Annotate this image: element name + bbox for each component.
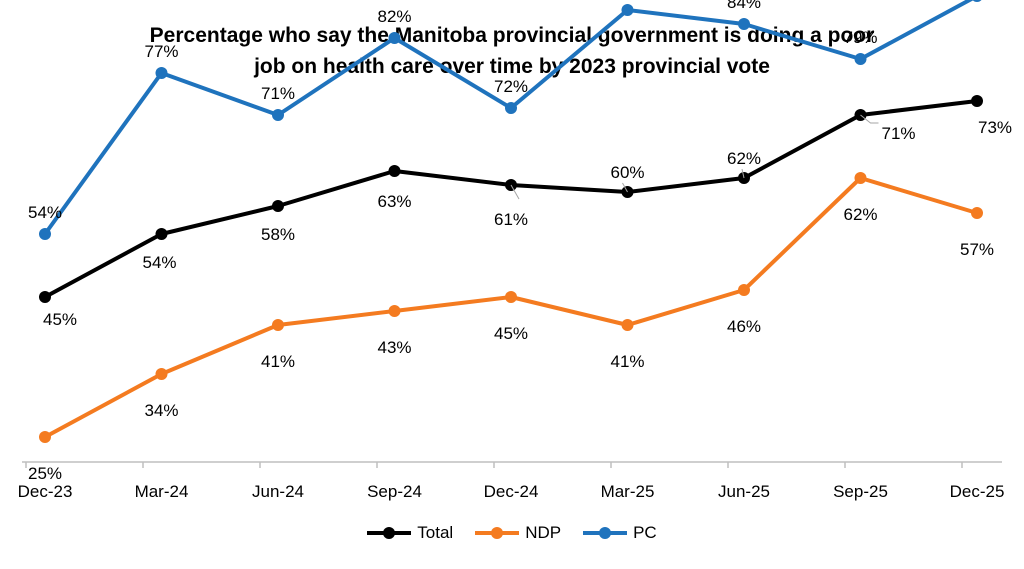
x-tick-label: Mar-25	[601, 482, 655, 501]
data-point-total	[971, 95, 983, 107]
x-tick-label: Dec-23	[18, 482, 73, 501]
legend-dot-pc	[599, 527, 612, 539]
label-leader-line	[741, 168, 745, 179]
chart-title-line-2: job on health care over time by 2023 pro…	[254, 55, 770, 78]
data-label-ndp: 41%	[610, 352, 644, 371]
data-label-ndp: 45%	[494, 324, 528, 343]
data-label-pc: 54%	[28, 203, 62, 222]
label-leader-line	[622, 182, 628, 193]
data-label-pc: 84%	[727, 0, 761, 12]
data-point-ndp	[272, 319, 284, 331]
legend-label-total: Total	[417, 523, 454, 542]
data-label-ndp: 25%	[28, 464, 62, 483]
data-point-total	[272, 200, 284, 212]
x-tick-label: Jun-25	[718, 482, 770, 501]
data-point-total	[39, 291, 51, 303]
data-label-pc: 79%	[843, 28, 877, 47]
legend-swatch-pc	[583, 523, 628, 543]
data-label-total: 62%	[727, 149, 761, 168]
data-label-total: 71%	[881, 124, 915, 143]
data-point-total	[388, 165, 401, 177]
x-tick-label: Sep-25	[833, 482, 888, 501]
data-point-ndp	[155, 368, 168, 380]
data-label-pc: 82%	[377, 7, 411, 26]
data-label-total: 54%	[142, 253, 176, 272]
data-point-pc	[39, 228, 51, 240]
data-point-pc	[621, 4, 634, 16]
data-label-ndp: 62%	[843, 205, 877, 224]
line-chart: Dec-23 Mar-24 Jun-24 Sep-24 Dec-24 Mar-25 Jun-…	[18, 0, 1012, 501]
data-label-ndp: 43%	[377, 338, 411, 357]
legend-swatch-ndp	[475, 523, 520, 543]
data-point-ndp	[971, 207, 983, 219]
legend-item-ndp: NDP	[475, 523, 561, 543]
data-label-total: 63%	[377, 192, 411, 211]
data-label-total: 58%	[261, 225, 295, 244]
data-point-pc	[854, 53, 867, 65]
data-point-ndp	[505, 291, 517, 303]
data-point-ndp	[39, 431, 51, 443]
legend-swatch-total	[367, 523, 412, 543]
x-tick-label: Mar-24	[135, 482, 189, 501]
data-label-total: 60%	[610, 163, 644, 182]
x-tick-label: Dec-25	[950, 482, 1005, 501]
data-label-ndp: 34%	[144, 401, 178, 420]
x-tick-label: Dec-24	[484, 482, 539, 501]
label-leader-line	[510, 184, 520, 200]
data-point-pc	[738, 18, 750, 30]
data-point-total	[155, 228, 168, 240]
data-point-pc	[272, 109, 284, 121]
x-tick-label: Jun-24	[252, 482, 304, 501]
data-label-total: 61%	[494, 210, 528, 229]
data-point-ndp	[621, 319, 634, 331]
legend-dot-ndp	[491, 527, 504, 539]
data-label-pc: 77%	[144, 42, 178, 61]
data-label-pc: 72%	[494, 77, 528, 96]
data-label-total: 73%	[978, 118, 1012, 137]
data-point-pc	[505, 102, 517, 114]
legend-label-ndp: NDP	[525, 523, 562, 542]
label-leader-line	[860, 114, 879, 124]
legend-item-pc: PC	[583, 523, 657, 543]
data-label-pc: 71%	[261, 84, 295, 103]
legend-dot-total	[383, 527, 396, 539]
chart-title: Percentage who say the Manitoba provinci…	[0, 20, 1024, 82]
data-label-ndp: 41%	[261, 352, 295, 371]
legend-label-pc: PC	[633, 523, 657, 542]
chart-title-line-1: Percentage who say the Manitoba provinci…	[149, 24, 875, 47]
data-point-ndp	[854, 172, 867, 184]
data-point-pc	[155, 67, 168, 79]
data-label-ndp: 46%	[727, 317, 761, 336]
legend: Total NDP PC	[0, 523, 1024, 543]
x-tick-label: Sep-24	[367, 482, 422, 501]
legend-item-total: Total	[367, 523, 453, 543]
data-label-ndp: 57%	[960, 240, 994, 259]
data-point-pc	[388, 32, 401, 44]
data-point-pc	[972, 0, 982, 2]
data-point-ndp	[388, 305, 401, 317]
data-point-ndp	[738, 284, 750, 296]
data-label-total: 45%	[43, 310, 77, 329]
